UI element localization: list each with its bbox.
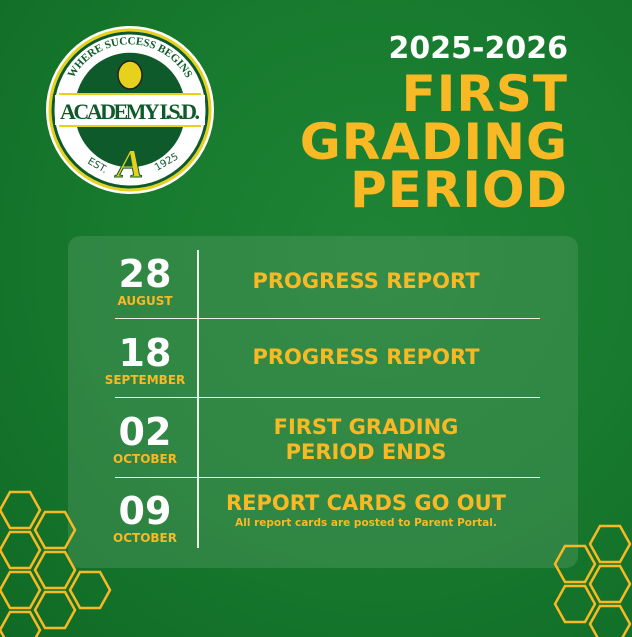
academy-isd-logo: WHERE SUCCESS BEGINS ACADEMY I.S.D. EST.… (46, 26, 214, 194)
event-day: 09 (118, 489, 172, 533)
divider (115, 318, 540, 319)
event-title: FIRST GRADING PERIOD ENDS (273, 415, 459, 464)
divider (115, 477, 540, 478)
event-month: OCTOBER (113, 531, 177, 545)
event-month: SEPTEMBER (104, 373, 186, 387)
divider (197, 250, 199, 548)
title-line: PERIOD (350, 161, 568, 219)
event-title: REPORT CARDS GO OUT All report cards are … (201, 491, 531, 530)
schedule-card: 28 AUGUST PROGRESS REPORT 18 SEPTEMBER PRO… (68, 236, 578, 568)
school-year: 2025-2026 (388, 31, 568, 66)
honeycomb-decoration (0, 490, 112, 637)
title-line: FIRST (401, 65, 568, 123)
honeycomb-decoration (553, 524, 632, 637)
event-month: OCTOBER (113, 452, 177, 466)
svg-text:ACADEMY I.S.D.: ACADEMY I.S.D. (60, 99, 200, 124)
event-day: 28 (118, 252, 172, 296)
schedule-row: 09 OCTOBER REPORT CARDS GO OUT All report … (68, 491, 578, 570)
title-line: GRADING (299, 113, 568, 171)
event-title: PROGRESS REPORT (252, 345, 480, 369)
event-title: PROGRESS REPORT (252, 269, 480, 293)
event-month: AUGUST (117, 294, 173, 308)
divider (115, 397, 540, 398)
event-day: 02 (118, 410, 172, 454)
schedule-row: 02 OCTOBER FIRST GRADING PERIOD ENDS (68, 412, 578, 491)
schedule-row: 28 AUGUST PROGRESS REPORT (68, 254, 578, 333)
schedule-row: 18 SEPTEMBER PROGRESS REPORT (68, 333, 578, 412)
event-note: All report cards are posted to Parent Po… (235, 517, 497, 529)
svg-text:A: A (114, 141, 144, 186)
event-day: 18 (118, 331, 172, 375)
page-title: 2025-2026 FIRST GRADING PERIOD (299, 31, 568, 219)
